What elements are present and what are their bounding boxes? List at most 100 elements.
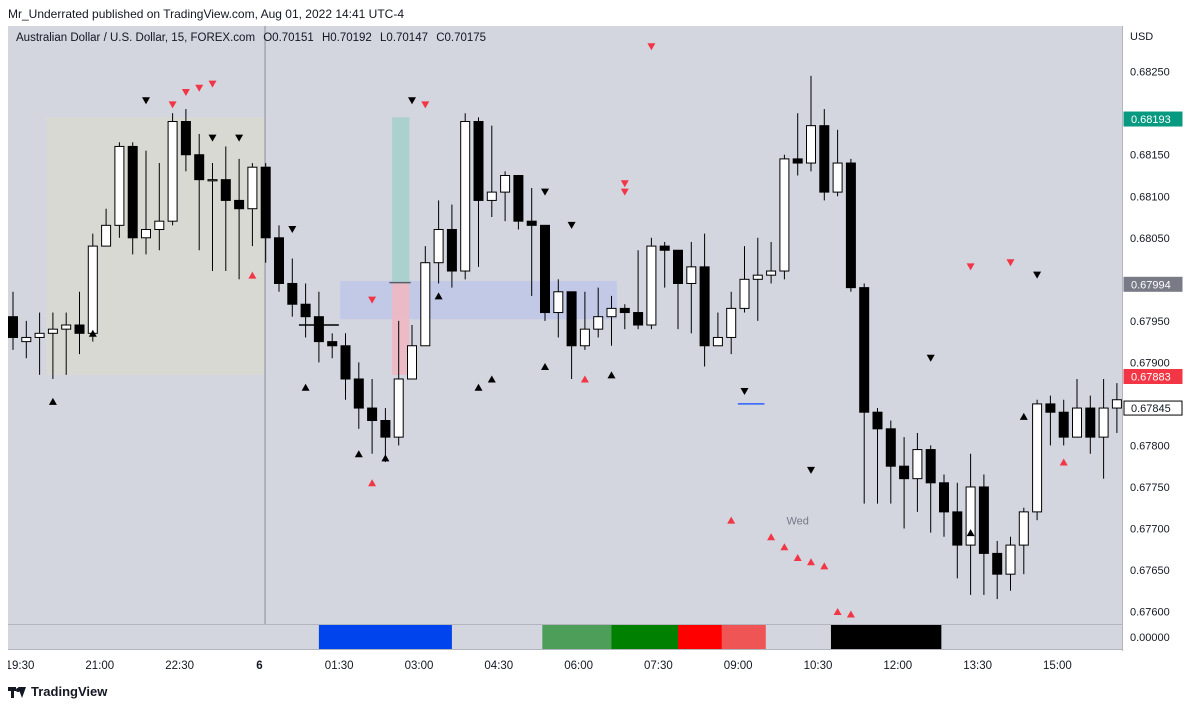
candle-body: [1032, 403, 1043, 513]
session-bar-3: [678, 625, 722, 649]
candle-body: [21, 336, 32, 343]
price-tick-label: 0.67950: [1130, 316, 1170, 328]
publisher-bar: Mr_Underrated published on TradingView.c…: [0, 0, 1200, 26]
signal-down-marker: [421, 101, 430, 109]
candle-body: [500, 175, 511, 193]
signal-down-marker: [195, 84, 204, 92]
price-tag-label: 0.67994: [1131, 279, 1171, 291]
price-tag-label: 0.67883: [1131, 371, 1171, 383]
legend-high: H0.70192: [321, 32, 372, 44]
legend-close: C0.70175: [436, 32, 487, 44]
candle-body: [101, 224, 112, 247]
session-bar-5: [830, 625, 942, 649]
tradingview-brand[interactable]: TradingView: [8, 684, 107, 699]
price-tick-label: 0.68150: [1130, 150, 1170, 162]
time-tick-label: 06:00: [564, 660, 593, 672]
candle-body: [460, 121, 471, 272]
candle-body: [1058, 411, 1069, 438]
signal-down-marker: [142, 97, 150, 105]
candle-body: [1018, 511, 1029, 546]
candle-body: [925, 449, 936, 484]
candle-body: [61, 324, 72, 330]
candle-body: [779, 158, 790, 272]
signal-up-marker: [966, 529, 975, 537]
time-tick-label: 13:30: [963, 660, 992, 672]
candle-body: [992, 552, 1003, 575]
price-tick-label: 0.68100: [1130, 191, 1170, 203]
candle-body: [247, 166, 258, 210]
indicator-value-label: 0.00000: [1130, 632, 1170, 644]
signal-up-marker: [580, 375, 589, 383]
candle-body: [313, 316, 324, 343]
legend-open: O0.70151: [263, 32, 314, 44]
publisher-text: Mr_Underrated published on TradingView.c…: [8, 7, 405, 21]
candle-body: [566, 291, 577, 347]
signal-up-marker: [727, 516, 736, 524]
time-tick-label: 6: [256, 660, 262, 672]
signal-up-marker: [381, 454, 390, 462]
signal-down-marker: [1033, 271, 1042, 279]
candle-body: [340, 345, 351, 380]
price-tick-label: 0.67900: [1130, 357, 1170, 369]
signal-down-marker: [208, 134, 217, 142]
candle-body: [686, 266, 697, 284]
candle-body: [752, 274, 763, 280]
legend-low: L0.70147: [380, 32, 428, 44]
price-tick-label: 0.67700: [1130, 523, 1170, 535]
chart-frame[interactable]: Wed USD 0.68250 0.68150 0.68100 0.68050 0.6795…: [8, 26, 1198, 682]
candle-body: [726, 307, 737, 338]
signal-up-marker: [767, 533, 776, 541]
candle-body: [433, 228, 444, 264]
signal-up-marker: [487, 375, 496, 383]
candle-body: [207, 179, 218, 182]
candle-body: [87, 245, 98, 334]
signal-up-marker: [780, 543, 789, 551]
candle-body: [579, 328, 590, 347]
session-bar-1: [542, 625, 612, 649]
signal-down-marker: [620, 180, 629, 188]
candle-body: [978, 486, 989, 554]
time-tick-label: 19:30: [8, 660, 34, 672]
signal-down-marker: [966, 263, 975, 271]
price-tag-box: [1123, 276, 1183, 292]
candle-body: [712, 336, 723, 347]
signal-up-marker: [807, 558, 815, 566]
candle-body: [912, 449, 923, 480]
candle-body: [965, 486, 976, 546]
chart-canvas[interactable]: Wed USD 0.68250 0.68150 0.68100 0.68050 0.6795…: [8, 26, 1198, 682]
signal-down-marker: [740, 387, 749, 395]
signal-down-marker: [168, 101, 177, 109]
candle-body: [1072, 407, 1082, 438]
price-tick-label: 0.67650: [1130, 565, 1170, 577]
candle-body: [446, 228, 457, 272]
candle-body: [806, 125, 816, 164]
signal-up-marker: [1019, 412, 1028, 420]
signal-down-marker: [647, 43, 656, 51]
candle-body: [353, 378, 364, 409]
price-tag-box: [1123, 368, 1183, 384]
brand-name: TradingView: [31, 684, 108, 699]
candle-body: [167, 121, 178, 222]
candle-body: [659, 245, 670, 251]
candle-body: [766, 270, 777, 276]
signal-up-marker: [48, 397, 57, 405]
signal-up-marker: [368, 479, 377, 487]
session-bar-0: [318, 625, 452, 649]
candle-body: [274, 237, 284, 284]
candle-body: [1005, 544, 1016, 575]
candle-body: [899, 465, 910, 480]
candle-body: [367, 407, 378, 422]
candle-body: [673, 249, 683, 284]
signal-down-marker: [620, 188, 629, 196]
signal-down-marker: [1006, 259, 1015, 267]
price-tag-box: [1123, 400, 1183, 416]
candle-body: [646, 245, 657, 326]
price-tick-label: 0.68050: [1130, 233, 1170, 245]
candle-body: [885, 428, 896, 467]
candle-body: [619, 307, 630, 314]
candle-body: [393, 378, 404, 438]
time-tick-label: 07:30: [644, 660, 673, 672]
candle-body: [832, 162, 843, 193]
signal-up-marker: [846, 610, 855, 618]
zone-box-2: [392, 117, 410, 284]
